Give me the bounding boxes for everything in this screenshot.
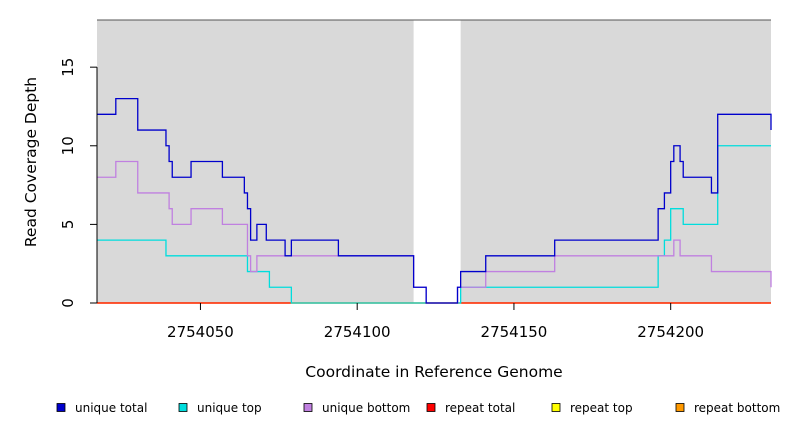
legend-label-unique-total: unique total — [75, 401, 147, 415]
shaded-region-1 — [97, 20, 414, 303]
x-tick-label-2754100: 2754100 — [324, 323, 391, 341]
legend: unique total unique top unique bottom repea… — [56, 401, 780, 415]
legend-swatch-unique-bottom — [303, 403, 313, 412]
series-line-unique-total — [97, 97, 772, 304]
y-tick-label-5: 5 — [59, 220, 77, 230]
y-tick-label-0: 0 — [59, 298, 77, 308]
x-axis-title: Coordinate in Reference Genome — [305, 363, 562, 381]
legend-label-repeat-total: repeat total — [445, 401, 515, 415]
legend-swatch-repeat-top — [551, 403, 561, 412]
legend-label-unique-top: unique top — [197, 401, 262, 415]
legend-swatch-repeat-bottom — [675, 403, 685, 412]
y-axis-title: Read Coverage Depth — [22, 77, 40, 247]
legend-label-unique-bottom: unique bottom — [322, 401, 410, 415]
legend-swatch-unique-total — [56, 403, 66, 412]
legend-swatch-unique-top — [178, 403, 188, 412]
x-tick-label-2754200: 2754200 — [637, 323, 704, 341]
legend-label-repeat-top: repeat top — [570, 401, 633, 415]
y-tick-label-10: 10 — [59, 136, 77, 155]
x-tick-label-2754150: 2754150 — [481, 323, 548, 341]
y-axis: 0 5 10 15 — [59, 58, 98, 308]
y-tick-label-15: 15 — [59, 58, 77, 77]
legend-swatch-repeat-total — [426, 403, 436, 412]
x-tick-label-2754050: 2754050 — [167, 323, 234, 341]
plot-series — [97, 97, 772, 304]
x-axis: 2754050 2754100 2754150 2754200 — [167, 303, 704, 341]
shaded-region-2 — [460, 20, 771, 303]
plot-shading — [97, 20, 771, 303]
series-line-unique-bottom — [97, 160, 772, 304]
legend-label-repeat-bottom: repeat bottom — [694, 401, 780, 415]
